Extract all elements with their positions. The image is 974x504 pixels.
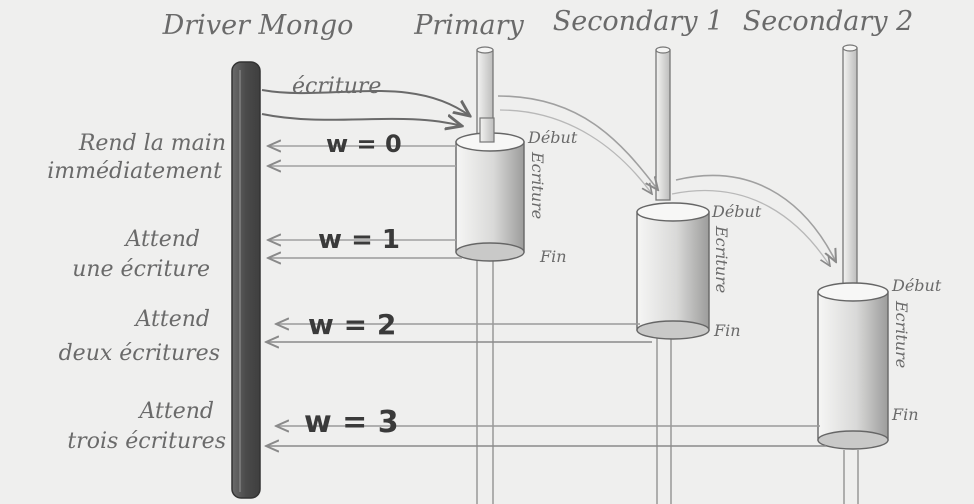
w3-desc-line2: trois écritures [67,429,226,454]
w3-desc-line1: Attend [138,399,214,424]
secondary2-header: Secondary 2 [743,6,914,37]
primary-end-label: Fin [539,247,567,266]
secondary1-header: Secondary 1 [553,6,724,37]
primary-header: Primary [413,10,524,41]
driver-lifeline [231,61,261,499]
secondary1-write-label: Ecriture [712,225,731,293]
w3-label: w = 3 [304,405,399,440]
secondary2-lifeline [842,44,859,504]
primary-start-label: Début [527,128,578,147]
w0-desc-line1: Rend la main [78,131,226,156]
driver-header: Driver Mongo [162,10,354,41]
primary-write-cylinder [455,117,525,262]
w0-desc-line2: immédiatement [47,159,222,184]
write-request-return-arrow [261,113,462,126]
replication-arrow-secondary1-to-secondary2-b [671,189,830,266]
primary-lifeline [476,46,494,504]
secondary1-lifeline [655,46,672,504]
replication-arrow-primary-to-secondary1-b [499,109,652,194]
w0-label: w = 0 [326,130,402,158]
replication-arrow-primary-to-secondary1 [497,95,658,190]
write-arrow-label: écriture [292,74,381,99]
w1-label: w = 1 [318,225,400,255]
secondary2-write-label: Ecriture [892,300,911,368]
primary-write-label: Ecriture [528,151,547,219]
secondary2-write-cylinder [817,282,889,450]
w2-desc-line2: deux écritures [59,341,220,366]
write-request-arrow [261,89,470,116]
secondary2-start-label: Début [891,276,942,295]
w2-label: w = 2 [308,308,396,341]
secondary2-end-label: Fin [891,405,919,424]
w2-desc-line1: Attend [134,307,210,332]
secondary1-write-cylinder [636,202,710,340]
w1-desc-line1: Attend [124,227,200,252]
replication-arrow-secondary1-to-secondary2 [675,174,836,262]
secondary1-end-label: Fin [713,321,741,340]
secondary1-start-label: Début [711,202,762,221]
w1-desc-line2: une écriture [72,257,210,282]
